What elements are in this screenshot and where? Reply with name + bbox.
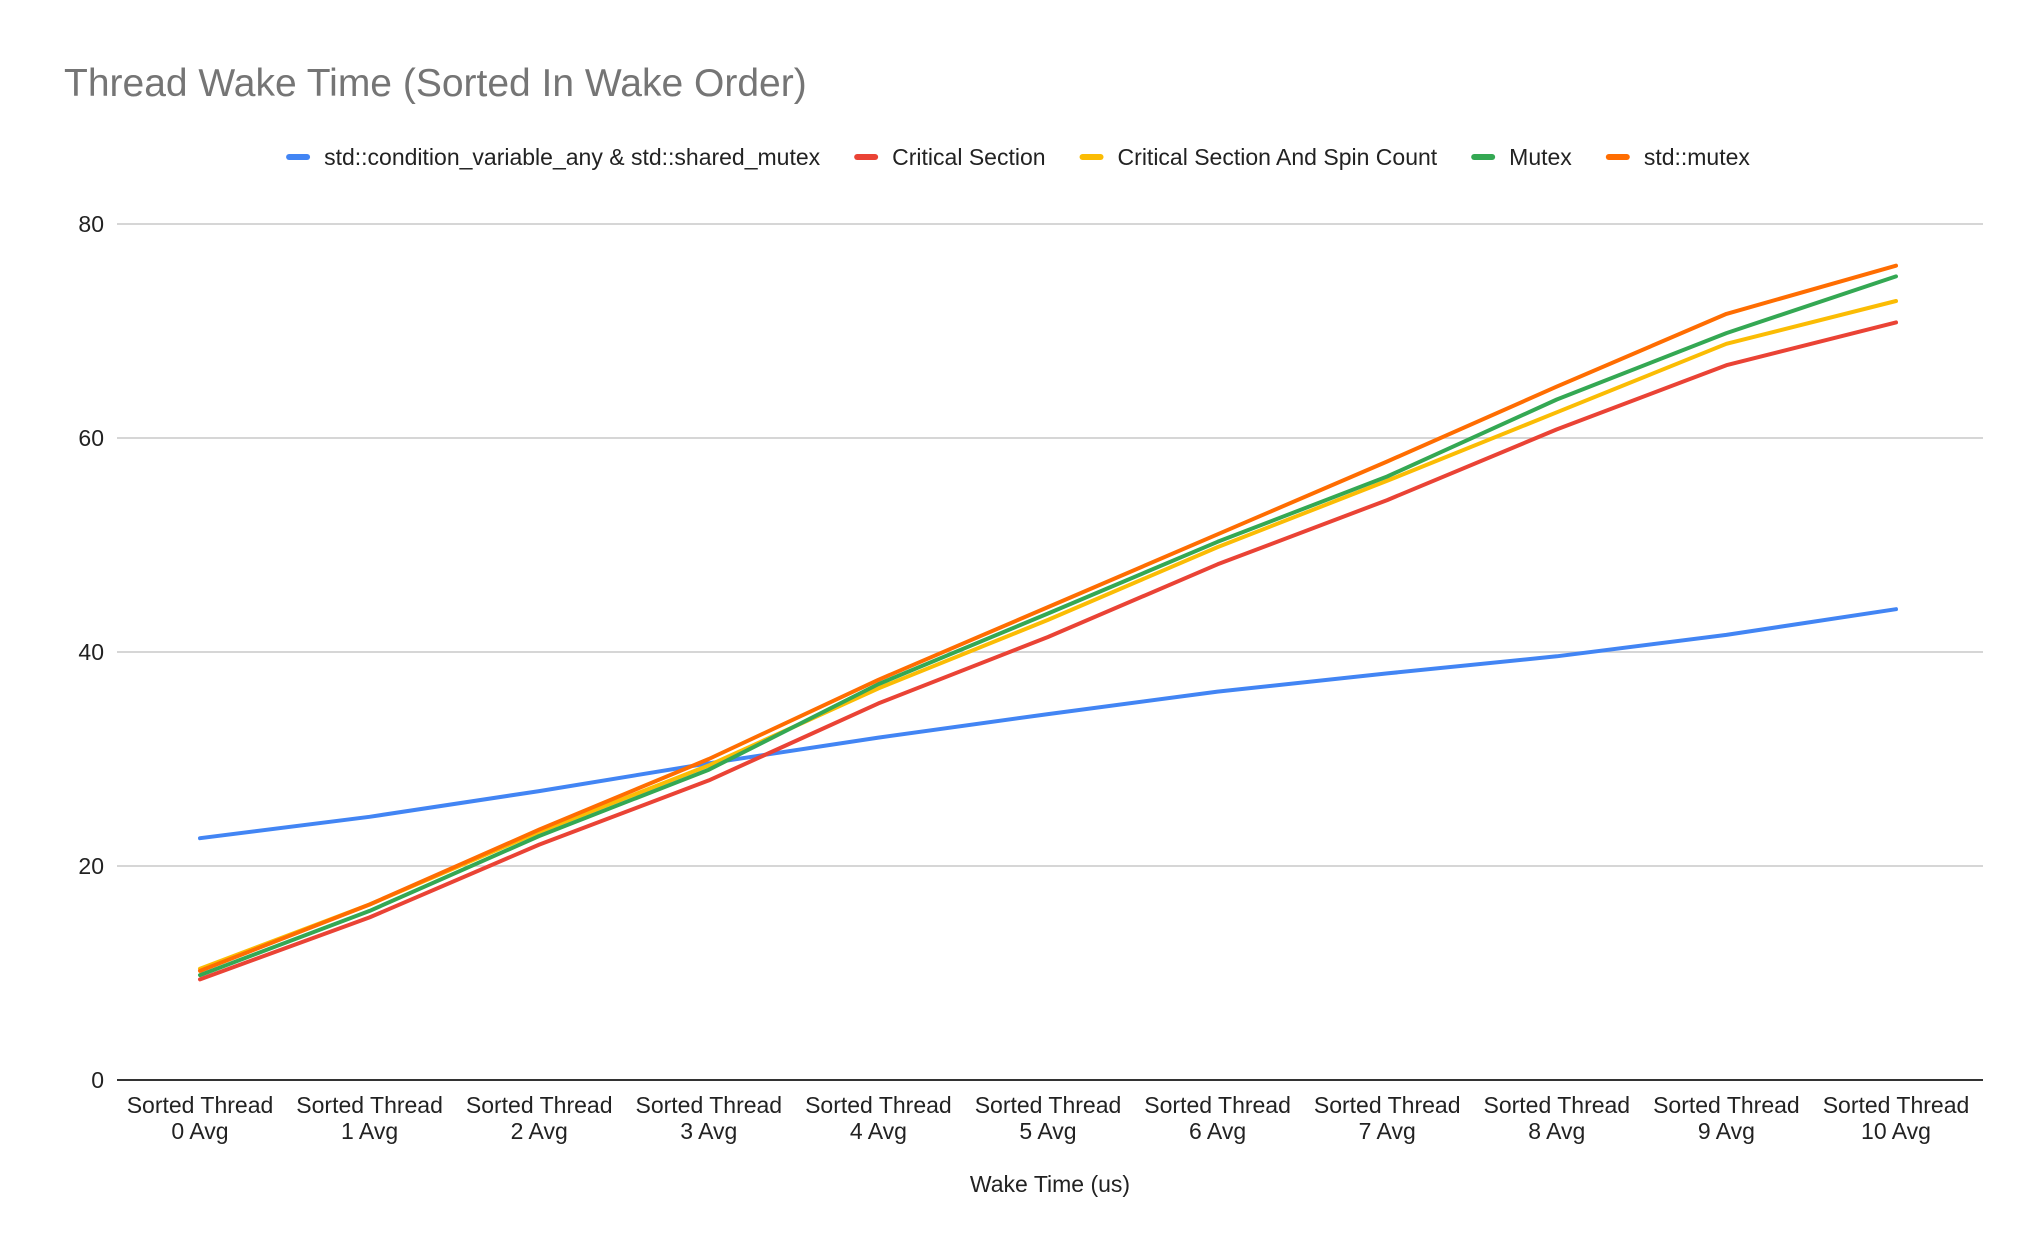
x-tick-label: Sorted Thread 1 Avg <box>296 1092 443 1144</box>
legend-item: Mutex <box>1471 144 1572 170</box>
legend-item: Critical Section <box>854 144 1046 170</box>
x-tick-label: Sorted Thread 8 Avg <box>1483 1092 1630 1144</box>
series-line-0 <box>198 607 1898 841</box>
x-axis-tick-labels: Sorted Thread 0 Avg Sorted Thread 1 Avg Sort… <box>127 1092 1970 1144</box>
legend-label: std::condition_variable_any & std::share… <box>324 144 821 170</box>
x-tick-label: Sorted Thread 3 Avg <box>635 1092 782 1144</box>
series-line-1 <box>198 320 1898 982</box>
x-tick-label: Sorted Thread 10 Avg <box>1823 1092 1970 1144</box>
x-tick-label: Sorted Thread 6 Avg <box>1144 1092 1291 1144</box>
series-line-4 <box>198 263 1898 973</box>
legend-item: Critical Section And Spin Count <box>1079 144 1438 170</box>
chart-title: Thread Wake Time (Sorted In Wake Order) <box>64 62 807 105</box>
y-tick-label: 60 <box>78 425 104 451</box>
series-lines <box>198 263 1898 982</box>
legend-label: Mutex <box>1509 144 1572 170</box>
legend-label: Critical Section And Spin Count <box>1118 144 1438 170</box>
legend-swatch <box>1471 154 1496 160</box>
y-tick-label: 0 <box>91 1067 104 1093</box>
x-axis-label: Wake Time (us) <box>970 1171 1130 1197</box>
legend-item: std::condition_variable_any & std::share… <box>286 144 821 170</box>
x-tick-label: Sorted Thread 7 Avg <box>1314 1092 1461 1144</box>
x-tick-label: Sorted Thread 0 Avg <box>127 1092 274 1144</box>
y-axis-tick-labels: 0 20 40 60 80 <box>78 211 104 1093</box>
legend-swatch <box>854 154 879 160</box>
x-tick-label: Sorted Thread 4 Avg <box>805 1092 952 1144</box>
y-tick-label: 20 <box>78 853 104 879</box>
y-tick-label: 80 <box>78 211 104 237</box>
series-line-3 <box>198 274 1898 978</box>
legend-swatch <box>1605 154 1630 160</box>
legend-swatch <box>1079 154 1104 160</box>
legend-swatch <box>286 154 311 160</box>
legend-label: Critical Section <box>892 144 1045 170</box>
x-tick-label: Sorted Thread 5 Avg <box>975 1092 1122 1144</box>
y-tick-label: 40 <box>78 639 104 665</box>
legend-label: std::mutex <box>1644 144 1751 170</box>
x-tick-label: Sorted Thread 2 Avg <box>466 1092 613 1144</box>
legend: std::condition_variable_any & std::share… <box>286 144 1750 170</box>
x-tick-label: Sorted Thread 9 Avg <box>1653 1092 1800 1144</box>
legend-item: std::mutex <box>1605 144 1751 170</box>
gridlines <box>117 223 1983 867</box>
